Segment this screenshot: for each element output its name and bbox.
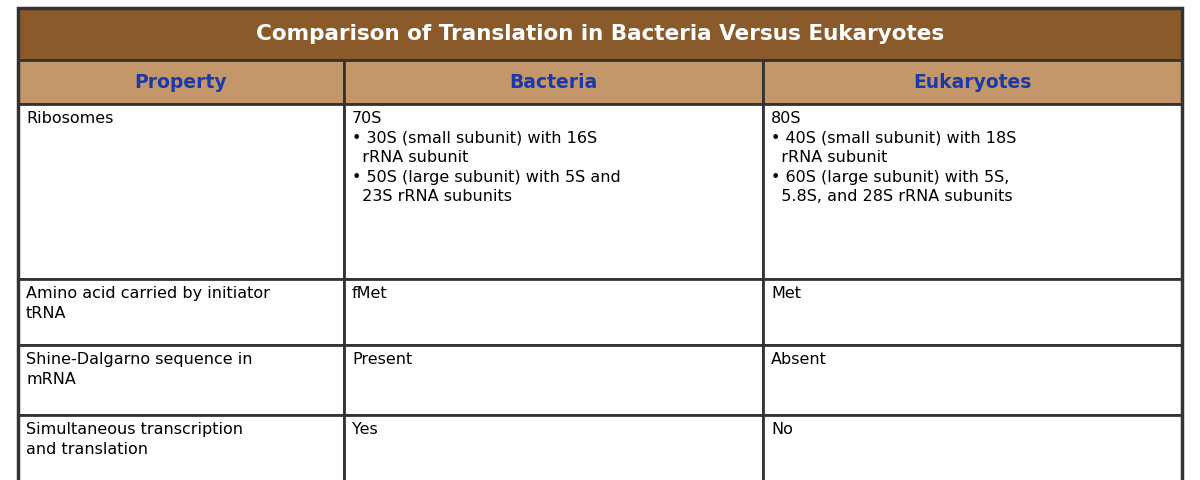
Bar <box>18 279 344 345</box>
Bar <box>763 279 1182 345</box>
Text: Yes: Yes <box>352 422 378 437</box>
Bar <box>344 279 763 345</box>
Bar <box>344 345 763 415</box>
Bar <box>763 415 1182 480</box>
Bar <box>763 104 1182 279</box>
Text: Shine-Dalgarno sequence in
mRNA: Shine-Dalgarno sequence in mRNA <box>26 352 252 386</box>
Text: Simultaneous transcription
and translation: Simultaneous transcription and translati… <box>26 422 242 456</box>
Text: Present: Present <box>352 352 412 367</box>
Text: Property: Property <box>134 72 227 92</box>
Text: Comparison of Translation in Bacteria Versus Eukaryotes: Comparison of Translation in Bacteria Ve… <box>256 24 944 44</box>
Bar <box>18 60 344 104</box>
Text: Ribosomes: Ribosomes <box>26 111 113 126</box>
Text: Amino acid carried by initiator
tRNA: Amino acid carried by initiator tRNA <box>26 286 270 321</box>
Bar <box>18 345 344 415</box>
Text: 70S
• 30S (small subunit) with 16S
  rRNA subunit
• 50S (large subunit) with 5S : 70S • 30S (small subunit) with 16S rRNA … <box>352 111 620 204</box>
Bar <box>18 415 344 480</box>
Bar <box>18 104 344 279</box>
Bar <box>763 60 1182 104</box>
Text: Eukaryotes: Eukaryotes <box>913 72 1032 92</box>
Bar <box>344 104 763 279</box>
Text: 80S
• 40S (small subunit) with 18S
  rRNA subunit
• 60S (large subunit) with 5S,: 80S • 40S (small subunit) with 18S rRNA … <box>770 111 1016 204</box>
Bar <box>344 60 763 104</box>
Bar <box>18 8 1182 60</box>
Text: fMet: fMet <box>352 286 388 301</box>
Text: Absent: Absent <box>770 352 827 367</box>
Text: No: No <box>770 422 793 437</box>
Bar <box>763 345 1182 415</box>
Text: Bacteria: Bacteria <box>509 72 598 92</box>
Text: Met: Met <box>770 286 800 301</box>
Bar <box>344 415 763 480</box>
